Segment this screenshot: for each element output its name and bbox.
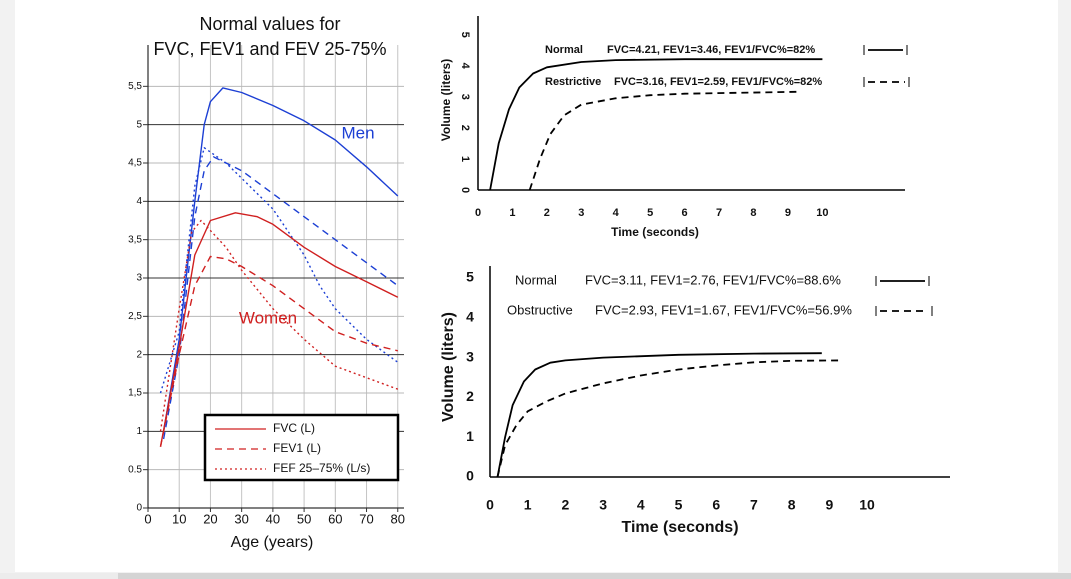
- y-tick-label: 1: [459, 156, 471, 162]
- x-tick-label: 5: [647, 207, 653, 219]
- x-tick-label: 2: [562, 497, 570, 513]
- x-tick-label: 40: [266, 511, 280, 526]
- x-tick-label: 60: [328, 511, 342, 526]
- y-tick-label: 5: [466, 269, 474, 285]
- x-tick-label: 10: [172, 511, 186, 526]
- y-tick-label: 3: [136, 273, 142, 284]
- legend-note: FVC=3.16, FEV1=2.59, FEV1/FVC%=82%: [614, 76, 822, 88]
- x-tick-label: 30: [234, 511, 248, 526]
- y-tick-label: 0.5: [128, 464, 142, 475]
- x-tick-label: 50: [297, 511, 311, 526]
- y-tick-label: 5: [459, 32, 471, 38]
- chart-title: FVC, FEV1 and FEV 25-75%: [153, 39, 386, 59]
- legend-label: FEF 25–75% (L/s): [273, 461, 370, 475]
- series-line: [496, 352, 822, 478]
- series-line: [159, 219, 399, 432]
- annotation: Men: [341, 123, 374, 142]
- x-tick-label: 6: [682, 207, 688, 219]
- x-tick-label: 3: [578, 207, 584, 219]
- legend-label: FEV1 (L): [273, 441, 321, 455]
- chart-title: Normal values for: [199, 14, 340, 34]
- series-line: [528, 90, 799, 191]
- legend-label: Normal: [545, 44, 583, 56]
- series-line: [159, 147, 399, 394]
- y-tick-label: 1: [136, 426, 142, 437]
- status-strip-left: [0, 573, 118, 579]
- status-strip: [0, 573, 1071, 579]
- x-axis-label: Time (seconds): [611, 225, 699, 239]
- x-tick-label: 4: [637, 497, 645, 513]
- x-tick-label: 10: [859, 497, 875, 513]
- series-line: [159, 212, 399, 447]
- y-axis-label: Volume (liters): [440, 312, 457, 422]
- x-tick-label: 80: [391, 511, 405, 526]
- x-axis-label: Time (seconds): [621, 519, 738, 536]
- series-line: [162, 87, 399, 432]
- y-tick-label: 4: [459, 63, 471, 70]
- x-tick-label: 1: [509, 207, 515, 219]
- x-tick-label: 8: [788, 497, 796, 513]
- x-tick-label: 20: [203, 511, 217, 526]
- y-tick-label: 5,5: [128, 81, 142, 92]
- legend-box: [203, 413, 400, 482]
- x-tick-label: 6: [712, 497, 720, 513]
- x-tick-label: 9: [785, 207, 791, 219]
- x-tick-label: 9: [825, 497, 833, 513]
- legend-label: Restrictive: [545, 76, 601, 88]
- y-tick-label: 4: [466, 308, 474, 324]
- x-tick-label: 10: [816, 207, 828, 219]
- legend-note: FVC=2.93, FEV1=1.67, FEV1/FVC%=56.9%: [595, 302, 852, 317]
- x-tick-label: 7: [750, 497, 758, 513]
- y-tick-label: 5: [136, 119, 142, 130]
- x-tick-label: 7: [716, 207, 722, 219]
- y-tick-label: 3: [459, 94, 471, 100]
- y-tick-label: 2: [136, 349, 142, 360]
- series-line: [496, 359, 841, 478]
- series-line: [159, 255, 398, 447]
- x-tick-label: 0: [144, 511, 151, 526]
- x-tick-label: 1: [524, 497, 532, 513]
- y-tick-label: 0: [466, 468, 474, 484]
- y-tick-label: 2,5: [128, 311, 142, 322]
- x-tick-label: 2: [544, 207, 550, 219]
- annotation: Women: [239, 308, 297, 327]
- legend-label: Obstructive: [507, 302, 573, 317]
- x-tick-label: 0: [486, 497, 494, 513]
- series-line: [489, 58, 823, 191]
- y-tick-label: 1,5: [128, 388, 142, 399]
- y-tick-label: 0: [459, 187, 471, 193]
- x-tick-label: 70: [359, 511, 373, 526]
- y-tick-label: 4: [136, 196, 142, 207]
- x-tick-label: 5: [675, 497, 683, 513]
- y-tick-label: 2: [459, 125, 471, 131]
- y-tick-label: 1: [466, 428, 474, 444]
- y-axis-label: Volume (liters): [439, 59, 453, 141]
- y-tick-label: 4,5: [128, 158, 142, 169]
- x-axis-label: Age (years): [231, 534, 314, 551]
- y-tick-label: 0: [136, 503, 142, 514]
- legend-note: FVC=4.21, FEV1=3.46, FEV1/FVC%=82%: [607, 44, 815, 56]
- y-tick-label: 3,5: [128, 234, 142, 245]
- x-tick-label: 3: [599, 497, 607, 513]
- x-tick-label: 4: [613, 207, 620, 219]
- y-tick-label: 2: [466, 388, 474, 404]
- legend-label: FVC (L): [273, 421, 315, 435]
- series-line: [162, 156, 399, 440]
- y-tick-label: 3: [466, 348, 474, 364]
- x-tick-label: 0: [475, 207, 481, 219]
- legend-note: FVC=3.11, FEV1=2.76, FEV1/FVC%=88.6%: [585, 272, 841, 287]
- legend-label: Normal: [515, 272, 557, 287]
- x-tick-label: 8: [750, 207, 756, 219]
